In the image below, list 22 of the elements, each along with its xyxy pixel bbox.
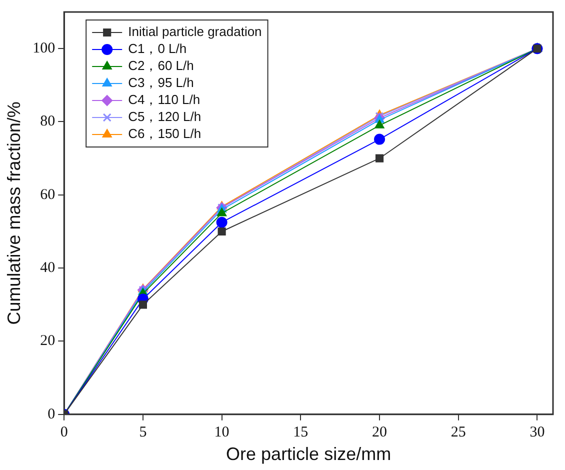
y-tick-label: 40 [40,260,56,276]
y-tick-label: 0 [48,406,56,422]
legend-label: C2，60 L/h [128,58,194,74]
x-tick-label: 0 [60,424,68,440]
legend-label: C5，120 L/h [128,109,202,124]
x-tick-label: 30 [530,424,545,440]
y-tick-label: 100 [32,40,56,57]
legend-label: C6，150 L/h [128,126,202,142]
x-tick-label: 15 [293,424,308,440]
x-tick-label: 5 [139,424,147,440]
y-tick-label: 80 [40,114,56,130]
legend-label: Initial particle gradation [128,24,262,40]
legend-label: C4，110 L/h [128,92,200,108]
x-tick-label: 20 [372,424,388,440]
legend-label: C1，0 L/h [128,41,187,56]
x-tick-label: 25 [450,424,466,440]
x-axis-title: Ore particle size/mm [226,444,392,464]
y-tick-label: 20 [40,333,56,350]
y-axis-title: Cumulative mass fraction/% [4,102,24,325]
legend-label: C3，95 L/h [128,75,194,90]
y-tick-label: 60 [40,186,56,203]
x-tick-label: 10 [214,424,230,440]
